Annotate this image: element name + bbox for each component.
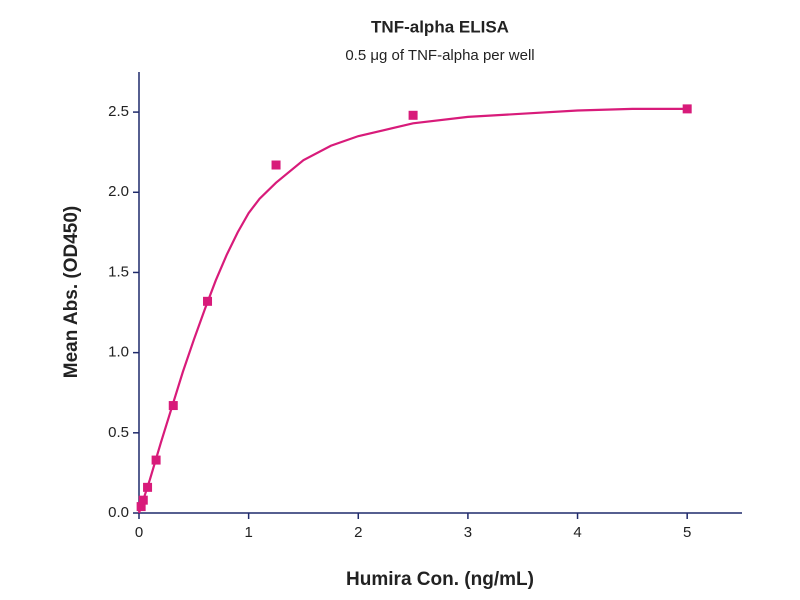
- fit-curve: [137, 107, 688, 514]
- x-tick-label: 3: [464, 524, 472, 541]
- x-tick-label: 0: [135, 524, 143, 541]
- data-point: [408, 110, 418, 120]
- data-point: [271, 160, 281, 170]
- y-axis-title: Mean Abs. (OD450): [61, 206, 82, 378]
- y-tick-label: 1.5: [108, 263, 129, 280]
- x-tick-label: 2: [354, 524, 362, 541]
- y-tick-label: 0.5: [108, 424, 129, 441]
- x-axis-title: Humira Con. (ng/mL): [346, 569, 534, 590]
- x-tick-label: 4: [573, 524, 581, 541]
- chart-subtitle: 0.5 μg of TNF-alpha per well: [345, 47, 534, 64]
- y-tick-label: 2.5: [108, 103, 129, 120]
- x-tick-label: 1: [244, 524, 252, 541]
- y-tick-label: 2.0: [108, 183, 129, 200]
- y-tick-label: 0.0: [108, 504, 129, 521]
- y-tick-label: 1.0: [108, 344, 129, 361]
- x-tick-label: 5: [683, 524, 691, 541]
- chart-title: TNF-alpha ELISA: [371, 17, 509, 36]
